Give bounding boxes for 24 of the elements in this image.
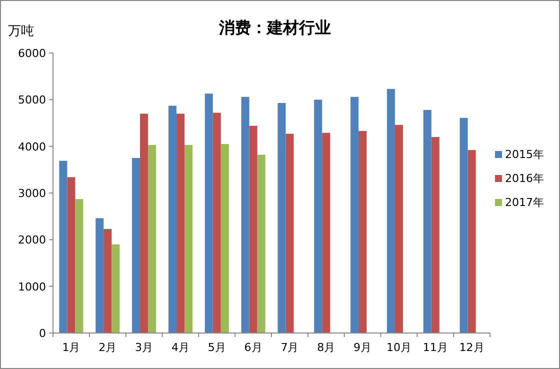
x-tick-label: 10月 — [386, 341, 412, 354]
y-tick-label: 3000 — [18, 187, 46, 200]
x-tick-label: 6月 — [244, 341, 262, 354]
y-tick-label: 2000 — [18, 234, 46, 247]
x-tick-label: 9月 — [354, 341, 372, 354]
x-tick-label: 11月 — [422, 341, 448, 354]
y-tick-label: 0 — [39, 327, 46, 340]
x-tick-label: 12月 — [459, 341, 484, 354]
x-tick-label: 3月 — [135, 341, 154, 354]
legend-label: 2015年 — [505, 148, 544, 161]
y-tick-label: 5000 — [18, 94, 46, 107]
legend-label: 2016年 — [505, 172, 544, 185]
y-tick-label: 1000 — [18, 280, 46, 294]
x-tick-label: 7月 — [280, 341, 299, 354]
x-tick-label: 2月 — [98, 341, 117, 354]
y-axis-title: 万吨 — [8, 24, 34, 39]
x-tick-label: 1月 — [62, 341, 80, 354]
y-tick-label: 4000 — [18, 140, 46, 154]
y-tick-label: 6000 — [18, 47, 46, 60]
x-tick-label: 5月 — [208, 341, 226, 354]
chart-title: 消费：建材行业 — [218, 18, 331, 37]
x-tick-label: 4月 — [171, 341, 190, 354]
x-tick-label: 8月 — [317, 341, 336, 354]
legend-label: 2017年 — [505, 196, 544, 209]
